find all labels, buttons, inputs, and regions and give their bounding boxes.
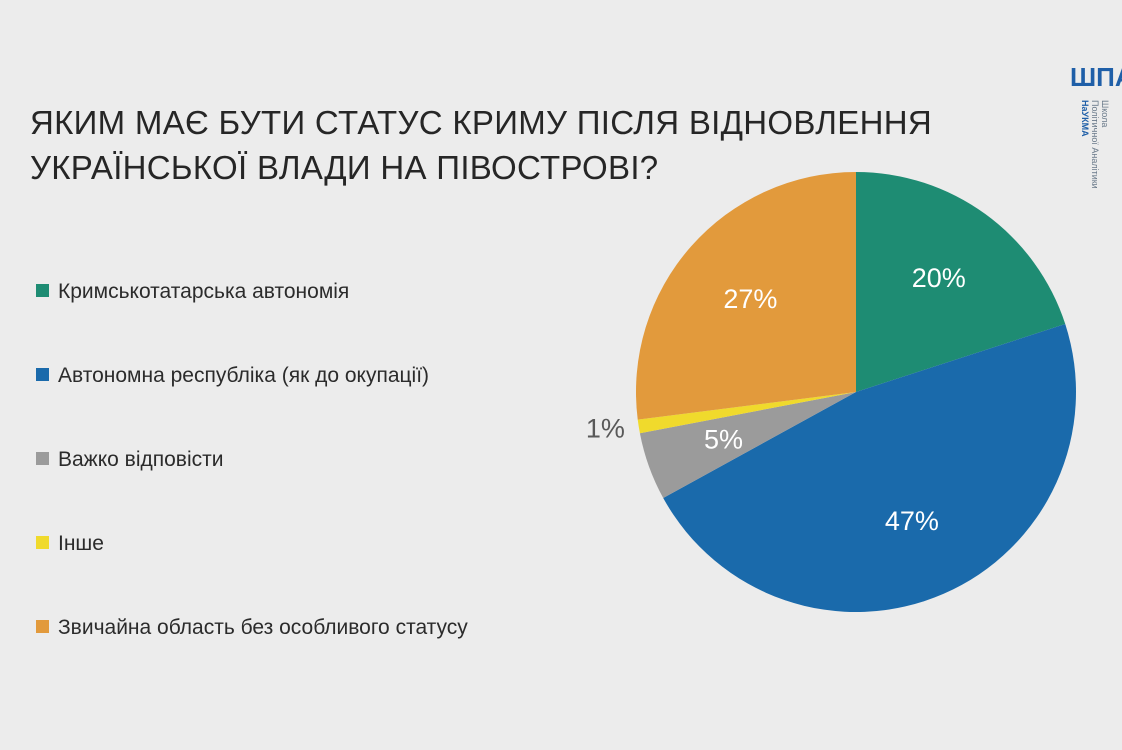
logo-mark: ШПА — [1070, 62, 1122, 92]
logo-line-3: НаУКМА — [1080, 100, 1090, 137]
legend-label: Важко відповісти — [58, 448, 224, 471]
pie-slice-labels: 20% 47% 5% 1% 27% — [586, 263, 966, 536]
logo-line-2: Політичної Аналітики — [1090, 100, 1100, 189]
legend-swatch — [36, 620, 49, 633]
legend-label: Інше — [58, 532, 104, 555]
legend-label: Звичайна область без особливого статусу — [58, 616, 468, 639]
pie-slice — [639, 392, 856, 498]
pie-slice-label: 1% — [586, 414, 625, 444]
pie-slice-label: 47% — [885, 506, 939, 536]
chart-title-line-2: української влади на півострові? — [30, 149, 659, 186]
legend-item: Кримськотатарська автономія — [36, 280, 349, 304]
pie-slice — [856, 172, 1066, 392]
legend-item: Автономна республіка (як до окупації) — [36, 364, 429, 388]
legend-item: Важко відповісти — [36, 448, 223, 472]
legend-item: Інше — [36, 532, 104, 556]
legend-swatch — [36, 284, 49, 297]
legend-item: Звичайна область без особливого статусу — [36, 616, 468, 640]
chart-title-line-1: Яким має бути статус Криму після відновл… — [30, 104, 932, 141]
chart-title: Яким має бути статус Криму після відновл… — [30, 100, 990, 190]
logo-text: Школа Політичної Аналітики НаУКМА — [1080, 100, 1110, 189]
legend-label: Кримськотатарська автономія — [58, 280, 350, 303]
pie-slice-label: 27% — [723, 284, 777, 314]
logo-line-1: Школа — [1100, 100, 1110, 128]
pie-slices — [635, 172, 1076, 613]
legend-swatch — [36, 536, 49, 549]
legend-swatch — [36, 452, 49, 465]
pie-slice — [635, 172, 856, 420]
pie-slice-label: 5% — [704, 425, 743, 455]
logo: ШПА Школа Політичної Аналітики НаУКМА — [1066, 56, 1122, 266]
pie-slice-label: 20% — [912, 263, 966, 293]
legend-swatch — [36, 368, 49, 381]
pie-slice — [663, 324, 1076, 613]
pie-slice — [637, 392, 856, 434]
legend-label: Автономна республіка (як до окупації) — [58, 364, 430, 387]
